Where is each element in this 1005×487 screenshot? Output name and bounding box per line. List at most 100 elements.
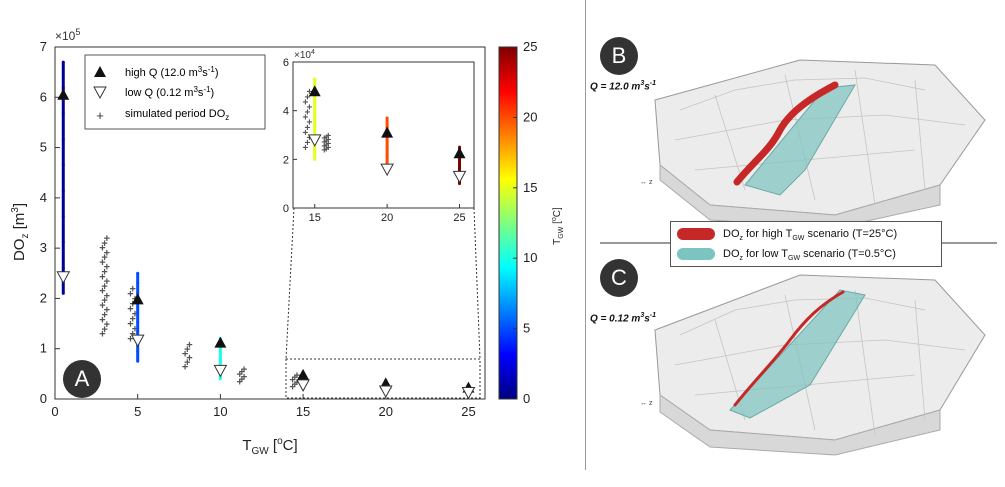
inset-range-point — [458, 161, 462, 165]
range-point — [61, 137, 65, 141]
colorbar-tick-label: 0 — [523, 391, 530, 406]
range-point — [61, 163, 65, 167]
inset-x-tick-label: 25 — [453, 212, 465, 224]
y-tick-label: 6 — [40, 89, 47, 104]
scenario-b-render: ↔ z — [640, 59, 986, 229]
zoom-connector-left — [285, 207, 295, 360]
inset-range-point — [385, 154, 389, 158]
legend-high-q-marker — [94, 66, 106, 77]
inset-simulated-point: + — [307, 133, 313, 144]
inset-range-point — [458, 145, 462, 149]
simulated-point: + — [101, 295, 107, 307]
simulated-point: + — [99, 243, 105, 255]
legend-simulated-label: simulated period DOz — [125, 108, 229, 122]
simulated-point: + — [132, 324, 138, 336]
x-tick-label: 20 — [379, 404, 393, 419]
inset-range-point — [313, 157, 317, 161]
simulated-point: + — [99, 257, 105, 269]
inset-range-point — [385, 139, 389, 143]
simulated-point: + — [104, 319, 110, 331]
inset-y-tick-label: 0 — [283, 203, 289, 215]
inset-simulated-point: + — [303, 97, 309, 108]
inset-simulated-point: + — [305, 108, 311, 119]
high-q-marker — [214, 336, 227, 348]
legend-low-tgw: DOz for low TGW scenario (T=0.5°C) — [677, 245, 896, 263]
legend-high-tgw: DOz for high TGW scenario (T=25°C) — [677, 225, 897, 243]
do-chart: 0 5 10 15 20 2501234567++++++++++++++++++++++… — [10, 27, 565, 457]
inset-range-point — [458, 182, 462, 186]
range-point — [61, 111, 65, 115]
simulated-point: + — [241, 371, 247, 383]
simulated-point: + — [132, 309, 138, 321]
y-axis-label: DOz [m3] — [10, 203, 31, 261]
inset-high-q-marker — [453, 147, 466, 159]
simulated-point: + — [101, 324, 107, 336]
simulated-point: + — [99, 314, 105, 326]
inset-simulated-point: + — [321, 142, 327, 153]
simulated-point: + — [101, 238, 107, 250]
inset-simulated-point: + — [321, 146, 327, 157]
simulated-point: + — [292, 372, 298, 384]
colorbar-tick-label: 10 — [523, 250, 537, 265]
inset-range-point — [385, 147, 389, 151]
inset-simulated-point: + — [323, 144, 329, 155]
inset-simulated-point: + — [321, 138, 327, 149]
inset-simulated-point: + — [305, 138, 311, 149]
colorbar-tick-label: 15 — [523, 180, 537, 195]
colorbar-tick-label: 5 — [523, 321, 530, 336]
scenario-c-label: Q = 0.12 m3s-1 — [590, 312, 657, 325]
inset-high-q-marker — [381, 126, 394, 138]
panel-a-badge: A — [63, 360, 101, 398]
simulated-point: + — [127, 303, 133, 315]
inset-simulated-point: + — [303, 128, 309, 139]
range-point — [136, 320, 140, 324]
inset-simulated-point: + — [323, 136, 329, 147]
svg-text:↔ z: ↔ z — [640, 179, 653, 186]
range-point — [136, 271, 140, 275]
simulated-point: + — [127, 334, 133, 346]
inset-range-point — [385, 124, 389, 128]
low-tgw-swatch — [677, 248, 715, 261]
y-tick-label: 5 — [40, 140, 47, 155]
colorbar-tick-label: 20 — [523, 109, 537, 124]
simulated-point: + — [99, 286, 105, 298]
simulated-point: + — [101, 281, 107, 293]
simulated-point: + — [127, 319, 133, 331]
simulated-point: + — [182, 361, 188, 373]
inset-x-tick-label: 20 — [381, 212, 393, 224]
inset-high-q-marker — [308, 85, 321, 97]
range-point — [61, 86, 65, 90]
high-q-marker — [131, 293, 144, 305]
inset-simulated-point: + — [307, 87, 313, 98]
inset-simulated-point: + — [323, 132, 329, 143]
inset-range-point — [385, 116, 389, 120]
panel-a: 0 5 10 15 20 25 0 1 2 3 4 5 6 7 + + + + + + + + + + + + + + + + + + + + + +… — [10, 27, 565, 457]
range-point — [136, 291, 140, 295]
legend-simulated-marker: + — [96, 108, 104, 123]
low-q-marker — [213, 364, 228, 378]
simulated-point: + — [99, 271, 105, 283]
range-point — [136, 350, 140, 354]
scenario-legend: DOz for high TGW scenario (T=25°C) DOz f… — [670, 221, 942, 267]
simulated-point: + — [101, 310, 107, 322]
simulated-point: + — [130, 329, 136, 341]
simulated-point: + — [127, 288, 133, 300]
zoom-connector-right — [473, 207, 481, 360]
x-tick-label: 25 — [461, 404, 475, 419]
inset-simulated-point: + — [325, 135, 331, 146]
inset-simulated-point: + — [303, 113, 309, 124]
y-tick-label: 7 — [40, 39, 47, 54]
inset-simulated-point: + — [321, 134, 327, 145]
inset-x-tick-label: 15 — [309, 212, 321, 224]
inset-range-point — [313, 123, 317, 127]
low-q-marker — [378, 385, 393, 398]
colorbar-label: TGW [oC] — [551, 207, 565, 245]
inset-low-q-marker — [380, 163, 394, 177]
range-point — [61, 60, 65, 64]
range-point — [61, 291, 65, 295]
simulated-point: + — [104, 305, 110, 317]
simulated-point: + — [104, 262, 110, 274]
simulated-point: + — [294, 370, 300, 382]
y-multiplier: ×105 — [55, 27, 80, 43]
y-tick-label: 2 — [40, 290, 47, 305]
